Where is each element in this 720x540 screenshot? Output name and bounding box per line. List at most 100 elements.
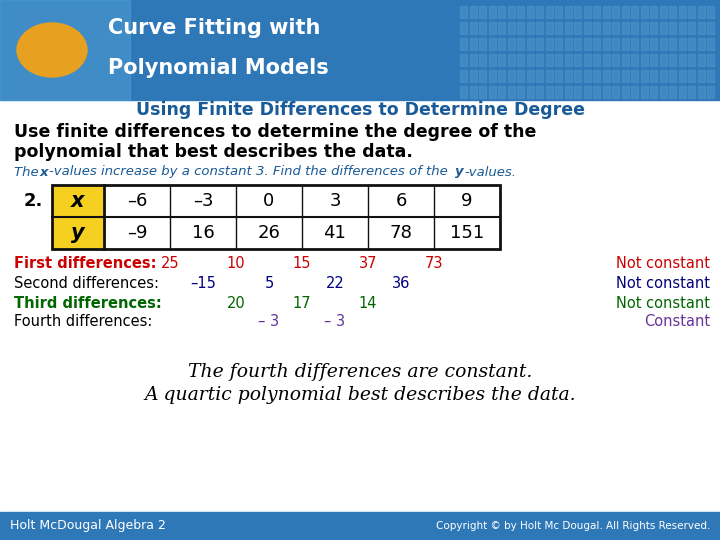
Text: 20: 20: [227, 295, 246, 310]
Text: 2.: 2.: [24, 192, 43, 210]
Bar: [678, 22, 685, 34]
Text: –3: –3: [193, 192, 213, 210]
Bar: [564, 86, 572, 98]
Bar: [460, 54, 467, 66]
Text: 151: 151: [450, 224, 484, 242]
Bar: [488, 86, 495, 98]
Bar: [526, 54, 534, 66]
Bar: [536, 70, 543, 82]
Bar: [669, 22, 676, 34]
Bar: [621, 70, 629, 82]
Bar: [707, 6, 714, 18]
Bar: [555, 70, 562, 82]
Bar: [669, 6, 676, 18]
Bar: [583, 22, 590, 34]
Bar: [517, 86, 524, 98]
Bar: [650, 70, 657, 82]
Bar: [707, 70, 714, 82]
Bar: [0, 0, 130, 100]
Bar: [498, 54, 505, 66]
Text: y: y: [455, 165, 464, 179]
Bar: [678, 38, 685, 50]
Bar: [698, 38, 704, 50]
Bar: [688, 86, 695, 98]
Bar: [536, 54, 543, 66]
Text: 36: 36: [392, 276, 410, 292]
Text: Not constant: Not constant: [616, 276, 710, 292]
Bar: [574, 6, 581, 18]
Bar: [660, 54, 667, 66]
Text: -values increase by a constant 3. Find the differences of the: -values increase by a constant 3. Find t…: [49, 165, 452, 179]
Bar: [526, 38, 534, 50]
Text: 3: 3: [329, 192, 341, 210]
Bar: [546, 22, 552, 34]
Bar: [574, 70, 581, 82]
Text: – 3: – 3: [258, 314, 279, 329]
Bar: [526, 6, 534, 18]
Bar: [479, 22, 486, 34]
Bar: [641, 6, 647, 18]
Bar: [593, 86, 600, 98]
Bar: [469, 6, 477, 18]
Text: 10: 10: [227, 256, 246, 272]
Bar: [555, 38, 562, 50]
Text: 16: 16: [192, 224, 215, 242]
Text: x: x: [40, 165, 48, 179]
Text: Copyright © by Holt Mc Dougal. All Rights Reserved.: Copyright © by Holt Mc Dougal. All Right…: [436, 521, 710, 531]
Bar: [564, 70, 572, 82]
Bar: [660, 86, 667, 98]
Text: x: x: [71, 191, 85, 211]
Bar: [574, 86, 581, 98]
Bar: [650, 54, 657, 66]
Bar: [688, 22, 695, 34]
Bar: [460, 70, 467, 82]
Bar: [650, 38, 657, 50]
Text: Fourth differences:: Fourth differences:: [14, 314, 153, 329]
Bar: [536, 22, 543, 34]
Text: 26: 26: [258, 224, 280, 242]
Bar: [603, 22, 610, 34]
Text: – 3: – 3: [325, 314, 346, 329]
Bar: [546, 38, 552, 50]
Bar: [669, 54, 676, 66]
Text: 15: 15: [293, 256, 311, 272]
Bar: [612, 38, 619, 50]
Bar: [508, 86, 515, 98]
Text: -values.: -values.: [464, 165, 516, 179]
Bar: [603, 54, 610, 66]
Bar: [678, 6, 685, 18]
Text: 25: 25: [161, 256, 179, 272]
Bar: [631, 54, 638, 66]
Bar: [641, 70, 647, 82]
Text: Polynomial Models: Polynomial Models: [108, 58, 329, 78]
Text: 6: 6: [395, 192, 407, 210]
Bar: [508, 22, 515, 34]
Bar: [546, 6, 552, 18]
Bar: [612, 22, 619, 34]
Text: The: The: [14, 165, 43, 179]
Text: Constant: Constant: [644, 314, 710, 329]
Bar: [603, 6, 610, 18]
Bar: [488, 38, 495, 50]
Bar: [564, 54, 572, 66]
Bar: [669, 86, 676, 98]
Bar: [555, 22, 562, 34]
Text: Use finite differences to determine the degree of the: Use finite differences to determine the …: [14, 123, 536, 141]
Bar: [546, 54, 552, 66]
Bar: [650, 22, 657, 34]
Bar: [650, 86, 657, 98]
Bar: [593, 22, 600, 34]
Bar: [593, 54, 600, 66]
Bar: [621, 38, 629, 50]
Text: A quartic polynomial best describes the data.: A quartic polynomial best describes the …: [144, 386, 576, 404]
Bar: [678, 70, 685, 82]
Text: Curve Fitting with: Curve Fitting with: [108, 18, 320, 38]
Bar: [583, 54, 590, 66]
Bar: [583, 86, 590, 98]
Bar: [688, 38, 695, 50]
Bar: [574, 22, 581, 34]
Bar: [536, 6, 543, 18]
Text: Second differences:: Second differences:: [14, 276, 159, 292]
Bar: [469, 54, 477, 66]
Bar: [698, 86, 704, 98]
